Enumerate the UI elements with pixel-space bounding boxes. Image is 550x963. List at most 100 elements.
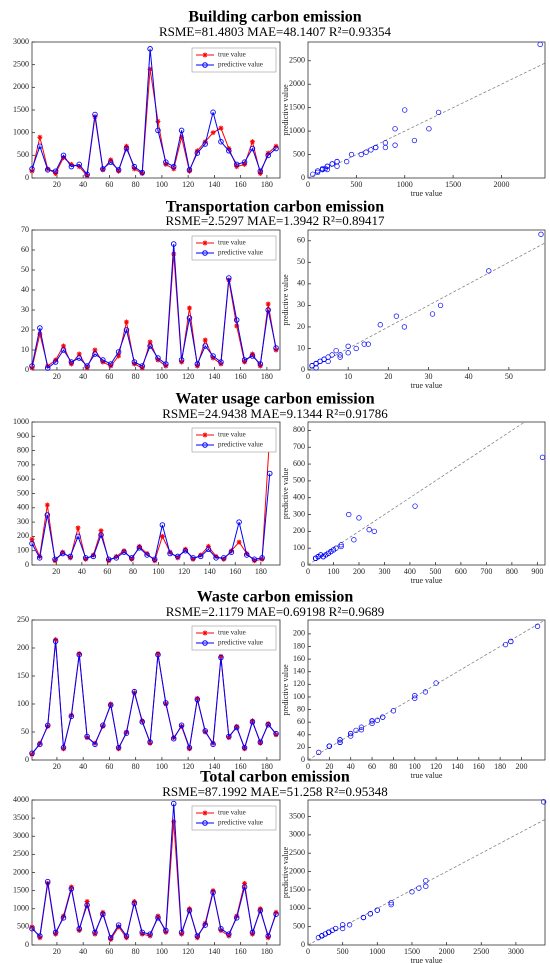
marker [123, 327, 130, 333]
x-tick-label: 0 [306, 947, 310, 956]
marker [194, 935, 200, 941]
marker [52, 929, 59, 936]
marker [100, 167, 106, 173]
marker [75, 533, 81, 540]
scatter-point [329, 352, 335, 358]
scatter-point [412, 503, 418, 509]
marker [131, 900, 138, 907]
marker [147, 343, 153, 349]
marker [186, 168, 192, 174]
legend-box [191, 625, 277, 651]
marker [37, 935, 43, 941]
marker [155, 127, 161, 134]
x-tick-label: 50 [505, 372, 513, 381]
scatter-point [320, 553, 326, 560]
y-tick-label: 0 [301, 940, 305, 949]
x-tick-label: 120 [182, 372, 194, 381]
marker [92, 111, 98, 118]
scatter-point [377, 322, 383, 328]
panel-title: Total carbon emission [200, 769, 350, 786]
marker [84, 173, 90, 179]
marker [218, 925, 224, 932]
scatter-point [367, 911, 374, 917]
y-tick-label: 50 [21, 727, 29, 736]
x-tick-label: 40 [347, 762, 355, 771]
y-tick-label: 1000 [289, 126, 305, 135]
legend-label: true value [218, 809, 246, 817]
marker [241, 744, 248, 751]
marker [233, 724, 240, 731]
scatter-point [333, 925, 339, 932]
scatter-point [317, 358, 323, 365]
marker [113, 555, 120, 561]
marker [218, 125, 224, 131]
series-line [31, 243, 277, 369]
identity-line [307, 62, 546, 179]
scatter-point [353, 345, 359, 352]
scatter-point [329, 161, 335, 167]
x-tick-label: 180 [261, 372, 273, 381]
y-tick-label: 70 [21, 225, 29, 234]
marker [265, 301, 271, 307]
marker [123, 730, 130, 736]
marker [76, 355, 82, 361]
marker [182, 546, 188, 552]
y-tick-label: 1500 [289, 102, 305, 111]
scatter-point [401, 324, 408, 330]
scatter-point [422, 689, 429, 695]
scatter-point [426, 126, 432, 132]
marker [163, 159, 169, 165]
x-tick-label: 180 [255, 567, 267, 576]
legend-box [191, 47, 277, 73]
x-axis-label: true value [411, 771, 443, 780]
marker [257, 361, 264, 367]
x-tick-label: 2000 [439, 947, 455, 956]
y-tick-label: 120 [293, 679, 305, 688]
panel-subtitle: RSME=81.4803 MAE=48.1407 R²=0.93354 [159, 24, 392, 39]
y-axis-label: predictive value [281, 467, 290, 519]
marker [128, 555, 135, 561]
y-tick-label: 60 [297, 717, 305, 726]
legend-marker [202, 250, 208, 256]
y-tick-label: 60 [297, 236, 305, 245]
marker [100, 357, 106, 363]
scatter-point [382, 144, 389, 151]
marker [202, 729, 208, 735]
marker [121, 548, 127, 554]
y-tick-label: 20 [297, 742, 305, 751]
marker [29, 750, 35, 757]
scatter-point [416, 885, 422, 891]
x-tick-label: 180 [494, 762, 506, 771]
marker [52, 556, 58, 563]
marker [210, 109, 216, 116]
x-tick-label: 20 [53, 372, 61, 381]
marker [233, 161, 240, 168]
scatter-point [339, 925, 346, 932]
y-tick-label: 40 [297, 279, 305, 288]
scatter-point [310, 171, 316, 177]
legend-label: true value [218, 431, 246, 439]
marker [147, 66, 153, 72]
scatter-point [538, 231, 544, 237]
marker [106, 558, 112, 564]
x-tick-label: 120 [182, 762, 194, 771]
x-tick-label: 180 [261, 762, 273, 771]
legend-box [191, 805, 277, 831]
x-tick-label: 140 [208, 762, 220, 771]
marker [178, 357, 185, 363]
marker [68, 359, 75, 365]
x-tick-label: 0 [306, 180, 310, 189]
plot-frame [307, 421, 546, 566]
legend-marker [202, 820, 208, 826]
scatter-point [345, 350, 351, 356]
x-tick-label: 40 [78, 567, 86, 576]
marker [76, 651, 82, 658]
x-tick-label: 0 [306, 762, 310, 771]
y-tick-label: 2000 [13, 82, 29, 91]
scatter-point [325, 354, 331, 360]
y-tick-label: 500 [17, 488, 29, 497]
scatter-point [325, 550, 332, 556]
marker [105, 556, 112, 563]
scatter-point [326, 743, 333, 749]
